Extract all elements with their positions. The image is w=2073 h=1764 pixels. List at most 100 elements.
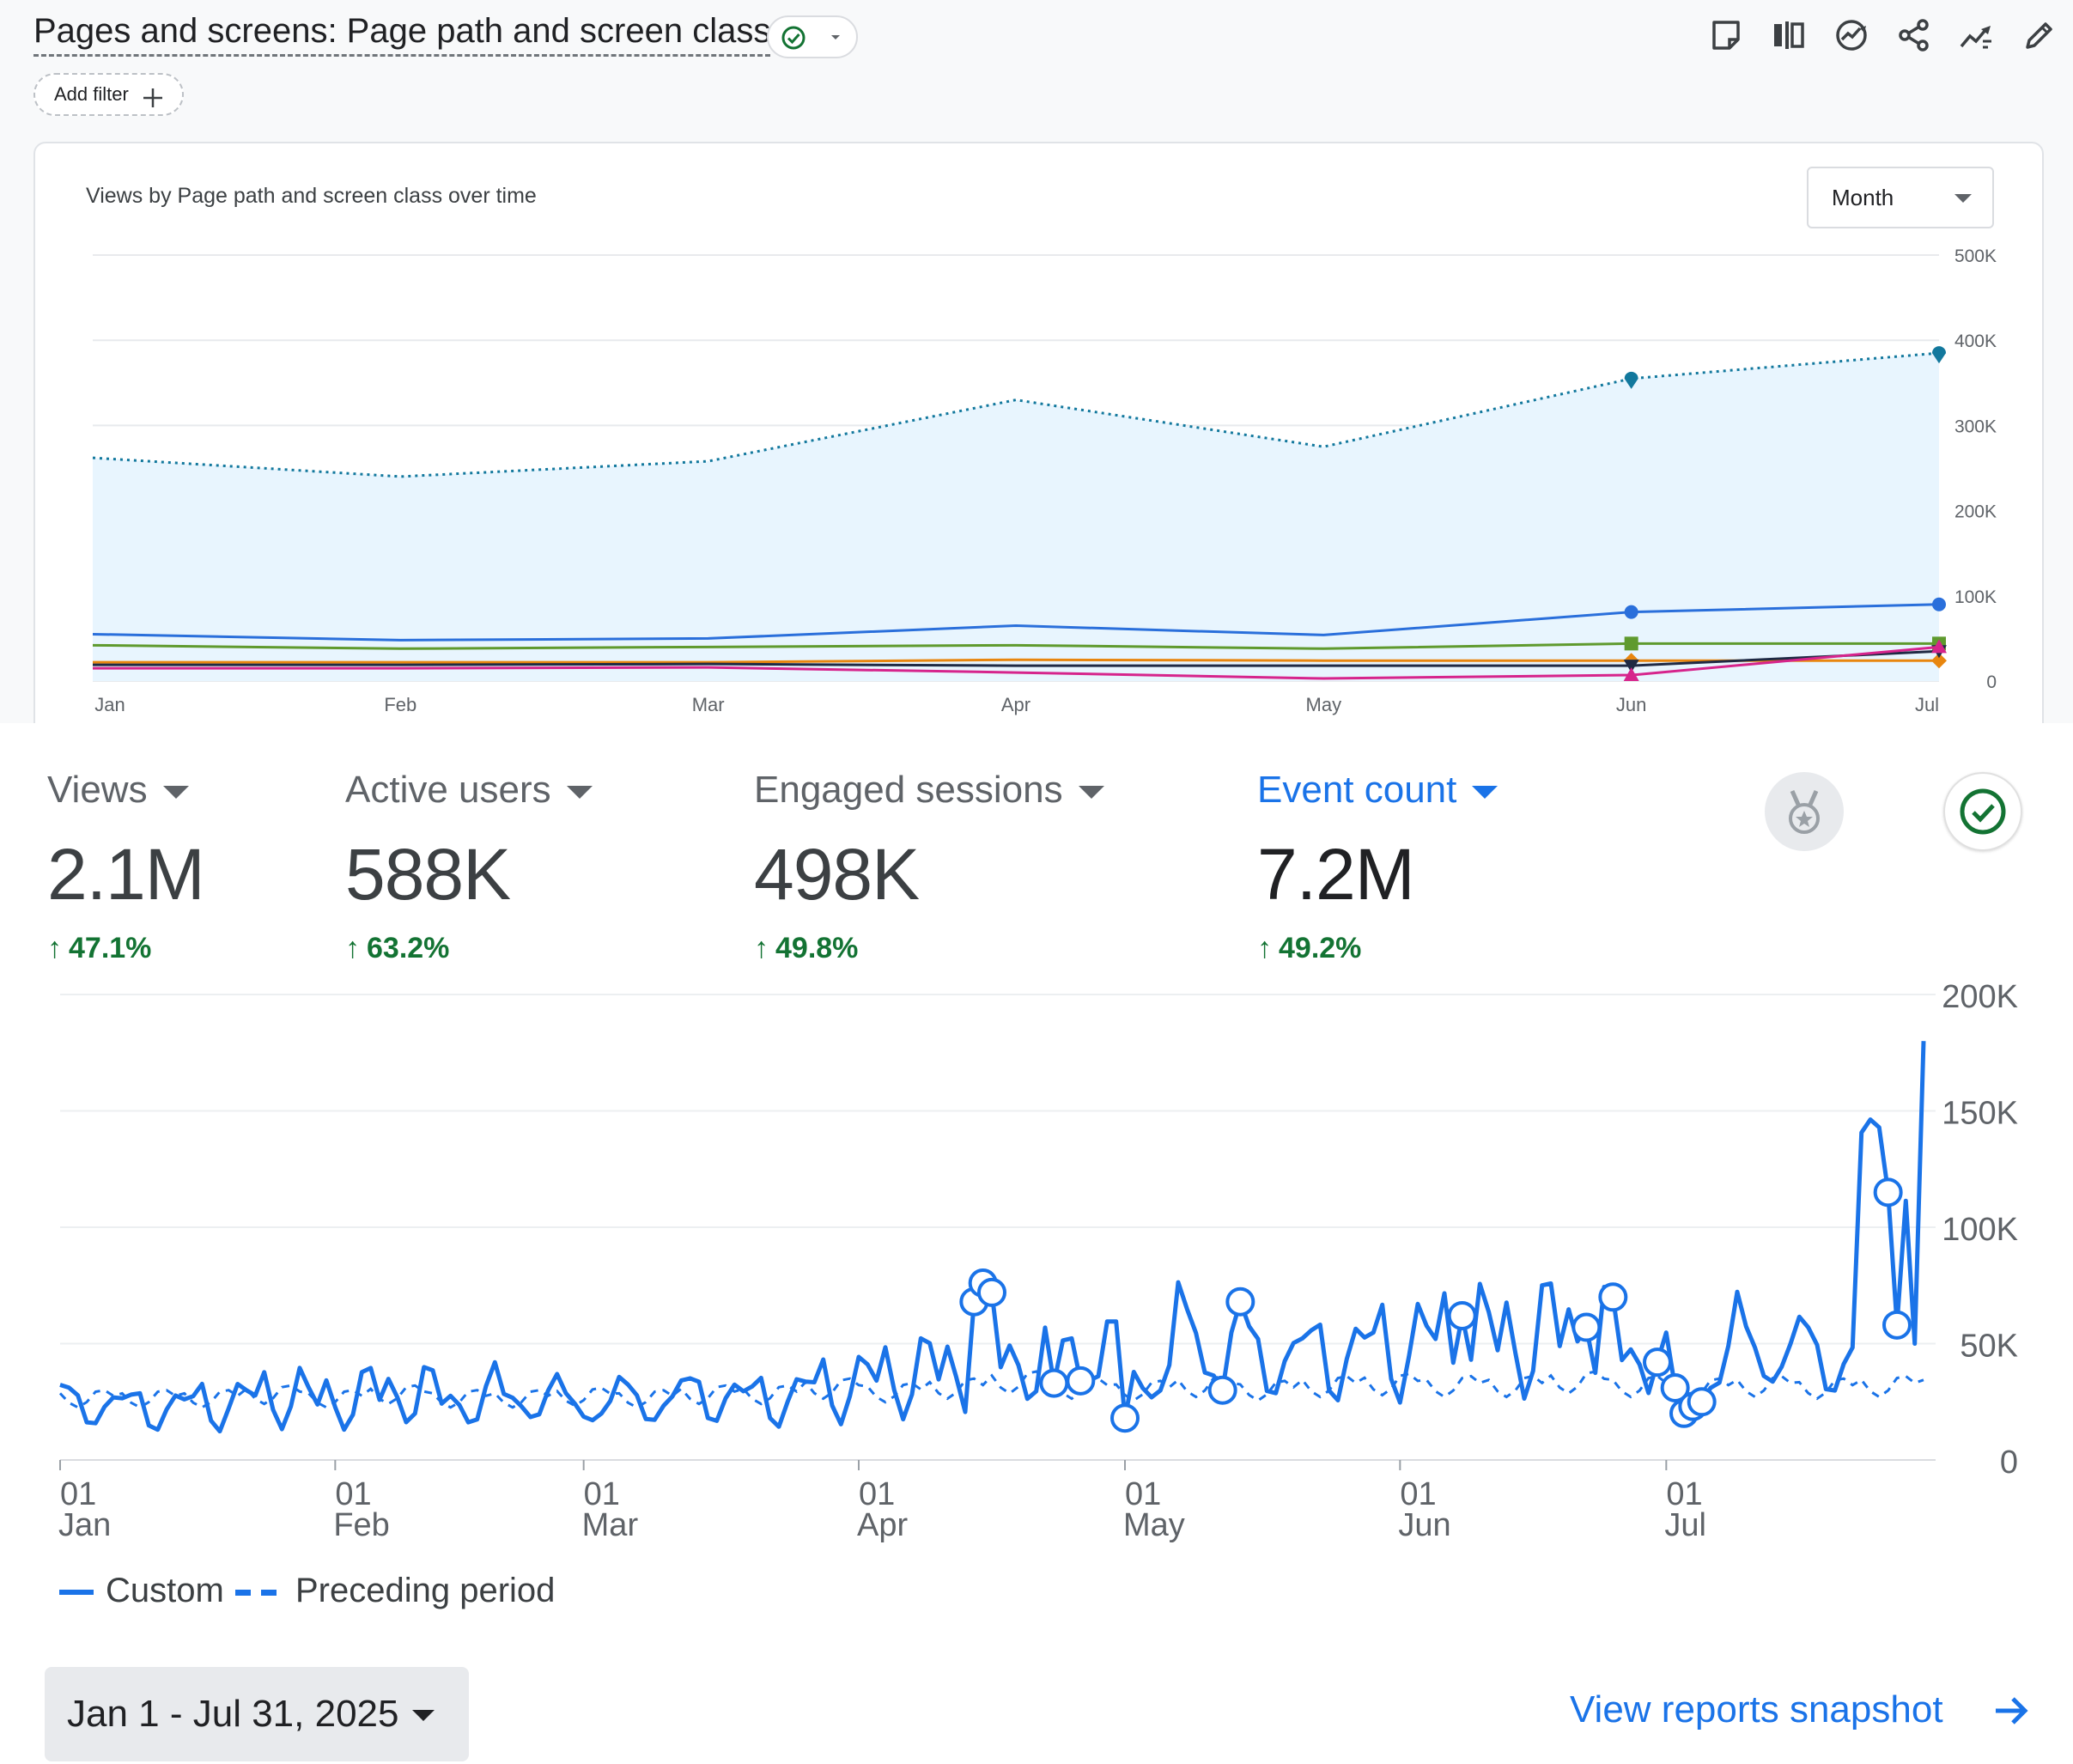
x-tick-month: Mar xyxy=(582,1507,639,1543)
add-filter-button[interactable]: Add filter xyxy=(33,73,184,116)
metric-change: 49.8% xyxy=(775,932,859,964)
x-tick-month: Feb xyxy=(333,1507,389,1543)
chevron-down-icon xyxy=(827,28,844,50)
metric-value: 2.1M xyxy=(47,834,205,915)
x-tick-month: Jan xyxy=(58,1507,111,1543)
annotation-marker xyxy=(1066,1366,1096,1396)
x-tick-month: Jun xyxy=(1398,1507,1450,1543)
x-tick-label: Jun xyxy=(1616,694,1646,715)
arrow-up-icon: ↑ xyxy=(47,932,62,964)
metric-event-count[interactable]: Event count 7.2M ↑ 49.2% xyxy=(1257,769,1499,964)
x-tick-label: Feb xyxy=(384,694,416,715)
x-tick-day: 01 xyxy=(1666,1476,1702,1512)
share-icon[interactable] xyxy=(1894,15,1934,55)
check-circle-icon xyxy=(781,25,806,55)
metric-active-users[interactable]: Active users 588K ↑ 63.2% xyxy=(345,769,593,964)
report-title[interactable]: Pages and screens: Page path and screen … xyxy=(33,12,771,57)
report-header-panel: Pages and screens: Page path and screen … xyxy=(0,0,2073,723)
data-point-marker xyxy=(1932,346,1946,364)
dropdown-icon xyxy=(162,785,189,799)
data-point-marker xyxy=(1932,597,1946,611)
arrow-up-icon: ↑ xyxy=(754,932,769,964)
annotation-marker xyxy=(1873,1177,1903,1207)
annotation-marker xyxy=(1660,1372,1690,1402)
report-status-chip[interactable] xyxy=(767,15,858,58)
x-tick-label: Mar xyxy=(692,694,725,715)
arrow-up-icon: ↑ xyxy=(345,932,360,964)
metric-value: 7.2M xyxy=(1257,834,1415,915)
metric-views[interactable]: Views 2.1M ↑ 47.1% xyxy=(47,769,205,964)
add-filter-label: Add filter xyxy=(54,83,129,105)
x-tick-label: Jul xyxy=(1915,694,1939,715)
annotation-marker xyxy=(977,1277,1006,1307)
x-tick-label: Jan xyxy=(94,694,125,715)
data-point-marker xyxy=(1931,653,1947,669)
y-tick-label: 150K xyxy=(1942,1096,2018,1132)
annotation-marker xyxy=(1039,1368,1069,1398)
caret-down-icon xyxy=(412,1710,435,1721)
granularity-value: Month xyxy=(1832,185,1894,210)
plus-icon xyxy=(142,83,164,123)
y-tick-label: 0 xyxy=(2000,1445,2018,1481)
granularity-select[interactable]: Month xyxy=(1807,167,1994,228)
data-point-marker xyxy=(1623,667,1639,682)
y-tick-label: 100K xyxy=(1942,1212,2018,1248)
date-range-picker[interactable]: Jan 1 - Jul 31, 2025 xyxy=(45,1667,469,1761)
y-tick-label: 200K xyxy=(1942,979,2018,1015)
dropdown-icon xyxy=(1472,785,1499,799)
edit-icon[interactable] xyxy=(2020,15,2059,55)
annotation-marker xyxy=(1447,1300,1477,1330)
annotation-marker xyxy=(1571,1312,1602,1342)
annotation-marker xyxy=(1207,1375,1237,1405)
metric-change: 63.2% xyxy=(367,932,450,964)
arrow-right-icon[interactable] xyxy=(1992,1694,2032,1732)
legend-item-preceding-period: Preceding period xyxy=(235,1572,555,1610)
x-tick-label: Apr xyxy=(1001,694,1030,715)
compare-icon[interactable] xyxy=(1769,15,1809,55)
annotation-marker xyxy=(1110,1403,1140,1433)
x-tick-label: May xyxy=(1306,694,1342,715)
x-tick-day: 01 xyxy=(584,1476,620,1512)
annotation-marker xyxy=(1225,1287,1255,1317)
y-tick-label: 200K xyxy=(1954,502,1997,522)
y-tick-label: 0 xyxy=(1986,672,1997,692)
date-range-value: Jan 1 - Jul 31, 2025 xyxy=(67,1693,399,1735)
data-point-marker xyxy=(1623,660,1639,673)
legend-item-custom: Custom xyxy=(59,1572,224,1610)
solid-line-swatch-icon xyxy=(59,1590,94,1596)
custom-period-line xyxy=(59,1041,1926,1434)
save-report-icon[interactable] xyxy=(1706,15,1746,55)
y-tick-label: 100K xyxy=(1954,587,1997,607)
legend-label: Custom xyxy=(106,1572,224,1609)
insights-icon[interactable] xyxy=(1832,15,1871,55)
dropdown-icon xyxy=(566,785,593,799)
dashed-line-swatch-icon xyxy=(235,1590,277,1597)
metric-label: Engaged sessions xyxy=(754,769,1063,811)
metric-value: 588K xyxy=(345,834,511,915)
view-reports-snapshot-link[interactable]: View reports snapshot xyxy=(1570,1688,1943,1731)
check-circle-icon[interactable] xyxy=(1943,772,2022,851)
data-point-marker xyxy=(1624,605,1638,619)
x-tick-month: Jul xyxy=(1664,1507,1706,1543)
dropdown-icon xyxy=(1078,785,1104,799)
metric-value: 498K xyxy=(754,834,920,915)
metric-engaged-sessions[interactable]: Engaged sessions 498K ↑ 49.8% xyxy=(754,769,1104,964)
data-point-marker xyxy=(1624,371,1638,389)
card-title: Views by Page path and screen class over… xyxy=(86,184,537,208)
y-tick-label: 400K xyxy=(1954,332,1997,351)
annotation-marker xyxy=(1598,1282,1628,1312)
x-tick-month: Apr xyxy=(857,1507,908,1543)
annotation-marker xyxy=(1643,1347,1672,1378)
caret-down-icon xyxy=(1954,194,1972,203)
legend-label: Preceding period xyxy=(295,1572,556,1609)
metric-change: 47.1% xyxy=(69,932,152,964)
y-tick-label: 50K xyxy=(1960,1329,2018,1365)
metric-label: Event count xyxy=(1257,769,1457,811)
trend-icon[interactable] xyxy=(1957,15,1997,55)
views-line-chart: 0 100K 200K 300K 400K 500K Jan Feb Mar Apr May Jun J… xyxy=(92,246,1997,715)
medal-insights-icon[interactable] xyxy=(1765,772,1844,851)
x-tick-month: May xyxy=(1123,1507,1185,1543)
annotation-marker xyxy=(1687,1387,1717,1417)
annotation-marker xyxy=(1882,1310,1912,1340)
